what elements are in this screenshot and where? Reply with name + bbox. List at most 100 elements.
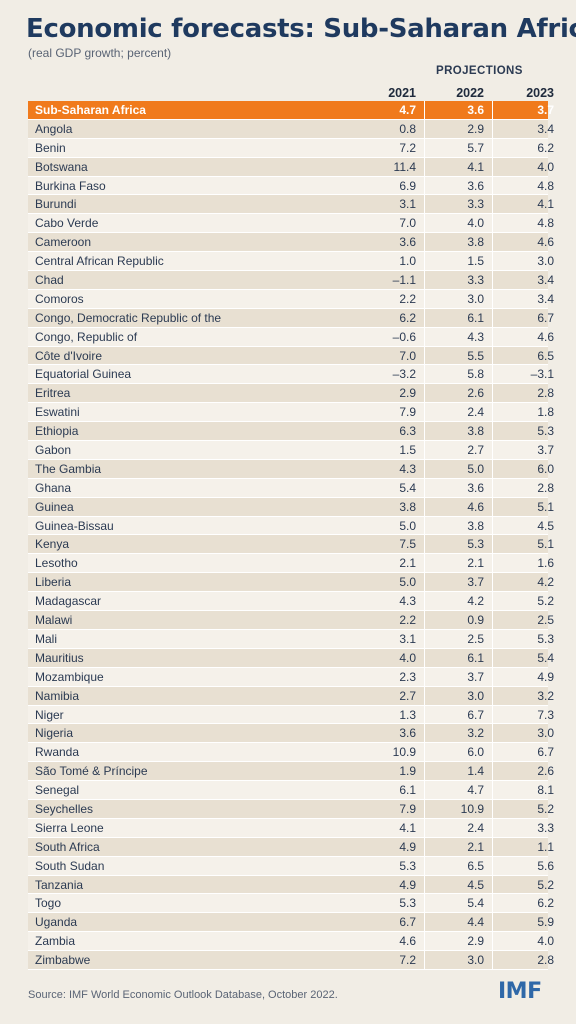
value-2021: 7.5 bbox=[399, 537, 416, 552]
value-2021: 5.0 bbox=[399, 518, 416, 533]
value-2022: 6.1 bbox=[467, 650, 484, 665]
value-2022: 3.7 bbox=[467, 669, 484, 684]
value-2022: 5.5 bbox=[467, 348, 484, 363]
column-divider bbox=[492, 478, 493, 497]
value-2023: 5.4 bbox=[537, 650, 554, 665]
country-name: Congo, Republic of bbox=[35, 329, 138, 344]
value-2023: 5.9 bbox=[537, 915, 554, 930]
column-divider bbox=[492, 535, 493, 554]
table-row: Botswana 11.4 4.1 4.0 bbox=[28, 157, 554, 177]
column-divider bbox=[424, 516, 425, 535]
value-2023: 4.8 bbox=[537, 216, 554, 231]
table-row: Congo, Democratic Republic of the 6.2 6.1 6… bbox=[28, 308, 554, 328]
column-divider bbox=[492, 856, 493, 875]
column-divider bbox=[492, 176, 493, 195]
column-divider bbox=[492, 951, 493, 969]
table-row: Sierra Leone 4.1 2.4 3.3 bbox=[28, 818, 554, 838]
country-name: Congo, Democratic Republic of the bbox=[35, 310, 222, 325]
country-name: Togo bbox=[35, 896, 62, 911]
table-row: Liberia 5.0 3.7 4.2 bbox=[28, 573, 554, 593]
value-2023: 3.2 bbox=[537, 688, 554, 703]
column-divider bbox=[492, 459, 493, 478]
value-2021: 2.3 bbox=[399, 669, 416, 684]
country-name: Comoros bbox=[35, 291, 84, 306]
table-row: Zambia 4.6 2.9 4.0 bbox=[28, 932, 554, 952]
value-2023: 5.3 bbox=[537, 631, 554, 646]
table-row: Niger 1.3 6.7 7.3 bbox=[28, 705, 554, 725]
value-2021: 3.1 bbox=[399, 197, 416, 212]
country-name: Rwanda bbox=[35, 745, 80, 760]
value-2021: 4.0 bbox=[399, 650, 416, 665]
column-divider bbox=[492, 686, 493, 705]
table-row: Madagascar 4.3 4.2 5.2 bbox=[28, 592, 554, 612]
value-2023: 6.2 bbox=[537, 896, 554, 911]
value-2023: 6.5 bbox=[537, 348, 554, 363]
country-name: South Africa bbox=[35, 839, 100, 854]
value-2023: 2.8 bbox=[537, 480, 554, 495]
country-name: Zambia bbox=[35, 934, 76, 949]
column-divider bbox=[492, 781, 493, 799]
column-header-row: 2021 2022 2023 bbox=[28, 84, 554, 102]
value-2021: 3.6 bbox=[399, 235, 416, 250]
value-2022: 1.4 bbox=[467, 764, 484, 779]
column-divider bbox=[424, 157, 425, 176]
table-row: Guinea-Bissau 5.0 3.8 4.5 bbox=[28, 516, 554, 536]
country-name: South Sudan bbox=[35, 858, 105, 873]
value-2021: 7.9 bbox=[399, 801, 416, 816]
column-divider bbox=[424, 951, 425, 969]
value-2023: 5.1 bbox=[537, 499, 554, 514]
value-2023: 4.8 bbox=[537, 178, 554, 193]
column-divider bbox=[492, 724, 493, 743]
column-divider bbox=[424, 611, 425, 629]
country-name: Sub-Saharan Africa bbox=[35, 103, 146, 117]
country-name: Mozambique bbox=[35, 669, 104, 684]
column-divider bbox=[492, 837, 493, 856]
value-2021: –1.1 bbox=[392, 273, 416, 288]
value-2021: 5.0 bbox=[399, 575, 416, 590]
table-row: Benin 7.2 5.7 6.2 bbox=[28, 138, 554, 158]
column-divider bbox=[424, 214, 425, 233]
value-2021: 11.4 bbox=[393, 159, 416, 174]
column-divider bbox=[424, 856, 425, 875]
column-divider bbox=[424, 705, 425, 724]
column-divider bbox=[492, 875, 493, 894]
country-name: Nigeria bbox=[35, 726, 74, 741]
column-divider bbox=[492, 629, 493, 648]
table-row: Burkina Faso 6.9 3.6 4.8 bbox=[28, 176, 554, 196]
column-divider bbox=[492, 157, 493, 176]
country-name: Sierra Leone bbox=[35, 820, 104, 835]
table-row: Gabon 1.5 2.7 3.7 bbox=[28, 441, 554, 460]
value-2022: 5.0 bbox=[467, 461, 484, 476]
table-row: Rwanda 10.9 6.0 6.7 bbox=[28, 743, 554, 763]
table-row: Zimbabwe 7.2 3.0 2.8 bbox=[28, 951, 554, 970]
column-divider bbox=[492, 271, 493, 289]
column-divider bbox=[424, 913, 425, 932]
column-divider bbox=[424, 119, 425, 138]
column-divider bbox=[424, 535, 425, 554]
value-2022: 4.5 bbox=[467, 877, 484, 892]
column-divider bbox=[492, 403, 493, 422]
value-2022: 3.3 bbox=[467, 273, 484, 288]
column-divider bbox=[424, 648, 425, 667]
value-2021: 7.9 bbox=[399, 405, 416, 420]
value-2021: 4.9 bbox=[399, 877, 416, 892]
value-2022: 4.2 bbox=[467, 594, 484, 609]
value-2023: 3.7 bbox=[537, 443, 554, 458]
value-2021: 6.9 bbox=[399, 178, 416, 193]
value-2022: 2.9 bbox=[467, 121, 484, 136]
page-subtitle: (real GDP growth; percent) bbox=[28, 46, 172, 60]
country-name: Eswatini bbox=[35, 405, 80, 420]
column-divider bbox=[424, 478, 425, 497]
column-divider bbox=[492, 894, 493, 913]
country-name: Central African Republic bbox=[35, 254, 164, 269]
country-name: Namibia bbox=[35, 688, 80, 703]
table-row: Mozambique 2.3 3.7 4.9 bbox=[28, 667, 554, 687]
value-2022: 5.7 bbox=[467, 140, 484, 155]
table-row: Uganda 6.7 4.4 5.9 bbox=[28, 913, 554, 933]
value-2021: 3.1 bbox=[399, 631, 416, 646]
table-row: Eritrea 2.9 2.6 2.8 bbox=[28, 384, 554, 404]
value-2023: 3.7 bbox=[537, 103, 554, 117]
table-row: Ghana 5.4 3.6 2.8 bbox=[28, 478, 554, 498]
column-divider bbox=[424, 138, 425, 157]
value-2021: 10.9 bbox=[392, 745, 416, 760]
